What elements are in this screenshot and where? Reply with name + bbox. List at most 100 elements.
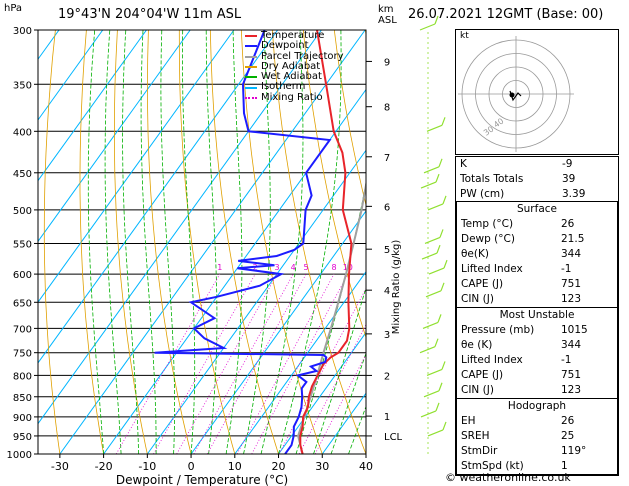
wind-barb-flag (443, 259, 448, 269)
wind-barb (427, 203, 444, 211)
wind-barb-flag (434, 15, 439, 25)
index-label: Pressure (mb) (461, 324, 535, 336)
wet-adiabat (205, 30, 218, 454)
wind-barb (423, 390, 440, 398)
pressure-tick-label: 900 (13, 413, 32, 424)
x-tick-label: -10 (138, 460, 156, 473)
isotherm (38, 30, 104, 121)
km-tick-label: 8 (384, 103, 390, 114)
mixing-ratio-axis-label: Mixing Ratio (g/kg) (391, 240, 402, 335)
hodograph-panel: kt 40 30 (455, 29, 619, 155)
legend-swatch (245, 96, 257, 99)
index-value: 25 (561, 430, 575, 442)
x-axis-label: Dewpoint / Temperature (°C) (116, 473, 288, 486)
index-value: -1 (561, 354, 572, 366)
wet-adiabat (104, 30, 122, 454)
pressure-tick-label: 350 (13, 80, 32, 91)
km-tick-label: 5 (384, 245, 390, 256)
pressure-tick-label: 550 (13, 239, 32, 250)
plot-frame (37, 29, 367, 455)
surface-section: Surface Temp (°C) 26 Dewp (°C) 21.5 θe(K) 344 L… (456, 201, 618, 308)
hodograph-unit: kt (460, 31, 469, 41)
index-row: CIN (J) 123 (457, 292, 617, 307)
location-title: 19°43'N 204°04'W 11m ASL (58, 7, 242, 22)
x-tick-label: -20 (95, 460, 113, 473)
index-row: Lifted Index -1 (457, 353, 617, 368)
temperature-line (299, 30, 353, 454)
wind-barb-flag (441, 361, 446, 370)
wind-barb-flag (436, 244, 441, 254)
legend-label: Temperature (261, 30, 325, 41)
wet-adiabat (225, 30, 243, 454)
legend-swatch (245, 66, 257, 69)
wet-adiabat (140, 30, 157, 454)
wind-barb-flag (440, 282, 445, 292)
index-label: K (460, 158, 467, 170)
index-label: StmSpd (kt) (461, 460, 524, 472)
mixing-ratio-line (115, 273, 221, 454)
wind-barb (424, 236, 441, 245)
isotherm (278, 331, 366, 454)
x-tick-label: -30 (51, 460, 69, 473)
x-tick-label: 40 (359, 460, 373, 473)
mixing-ratio-line (193, 273, 294, 454)
wet-adiabat (278, 30, 342, 454)
wind-barb (428, 267, 445, 275)
legend-swatch (245, 55, 257, 58)
legend: Temperature Dewpoint Parcel Trajectory Dry … (245, 30, 344, 103)
legend-swatch (245, 76, 257, 79)
wind-barb (422, 321, 439, 329)
index-value: 123 (561, 293, 582, 305)
mixing-ratio-label: 4 (291, 263, 296, 272)
isotherm (38, 30, 279, 364)
wind-barb (423, 166, 440, 174)
mixing-ratio-label: 5 (303, 263, 308, 272)
index-row: Dewp (°C) 21.5 (457, 232, 617, 247)
km-tick-label: 9 (384, 57, 390, 68)
mixing-ratio-label: 15 (369, 263, 379, 272)
index-value: -9 (562, 158, 573, 170)
section-title: Most Unstable (499, 309, 575, 321)
index-value: 39 (562, 173, 576, 185)
isotherm (38, 30, 322, 425)
legend-item: Mixing Ratio (245, 92, 344, 103)
unstable-section: Most Unstable Pressure (mb) 1015 θe (K) 344 L… (456, 307, 618, 399)
mixing-ratio-line (298, 323, 366, 454)
index-label: Temp (°C) (461, 218, 514, 230)
index-value: 751 (561, 278, 582, 290)
index-row: PW (cm) 3.39 (456, 187, 618, 202)
pressure-tick-label: 300 (13, 26, 32, 37)
hodograph-ring-label: 30 (482, 124, 496, 137)
km-tick-label: 4 (384, 286, 390, 297)
legend-swatch (245, 86, 257, 89)
index-value: 344 (561, 248, 582, 260)
pressure-tick-label: 650 (13, 298, 32, 309)
wet-adiabat (260, 30, 304, 454)
wet-adiabat (313, 286, 366, 454)
isotherm (190, 210, 366, 454)
index-value: 3.39 (562, 188, 586, 200)
x-tick-label: 20 (272, 460, 286, 473)
index-label: Lifted Index (461, 354, 523, 366)
pressure-tick-label: 500 (13, 206, 32, 217)
wind-barb-flag (437, 314, 442, 323)
mixing-ratio-line (314, 353, 366, 454)
dry-adiabat (178, 30, 236, 454)
wind-barb (426, 368, 443, 376)
index-row: θe(K) 344 (457, 247, 617, 262)
index-row: CAPE (J) 751 (457, 277, 617, 292)
legend-item: Wet Adiabat (245, 71, 344, 82)
hodograph-storm-motion (509, 92, 515, 98)
index-label: CIN (J) (461, 384, 494, 396)
wind-barb (427, 429, 444, 437)
km-tick-label: LCL (384, 432, 403, 443)
dewpoint-line (154, 30, 332, 454)
index-label: SREH (461, 430, 490, 442)
legend-item: Isotherm (245, 82, 344, 92)
index-row: K -9 (456, 157, 618, 172)
dry-adiabat (333, 30, 366, 207)
isotherm (38, 30, 191, 243)
index-row: StmDir 119° (457, 444, 617, 459)
index-row: EH 26 (457, 414, 617, 429)
index-value: 751 (561, 369, 582, 381)
